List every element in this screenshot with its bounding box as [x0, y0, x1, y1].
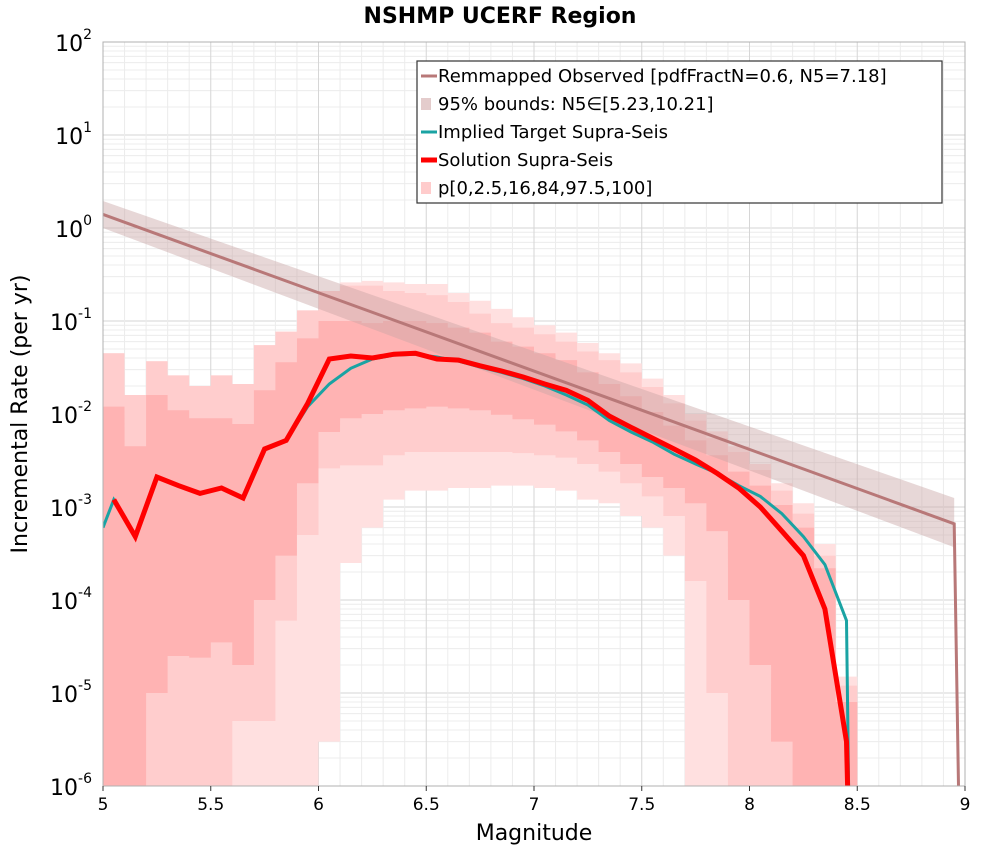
- legend-box: [416, 60, 943, 204]
- solution-line: [111, 350, 851, 786]
- observed-95-band: [103, 201, 955, 548]
- legend: Remmapped Observed [pdfFractN=0.6, N5=7.…: [416, 60, 943, 204]
- y-tick-label: 101: [55, 120, 92, 150]
- legend-label: Remmapped Observed [pdfFractN=0.6, N5=7.…: [438, 66, 887, 87]
- legend-label: Solution Supra-Seis: [438, 150, 613, 171]
- y-tick-label: 10-4: [50, 585, 92, 615]
- x-tick-label: 7: [529, 795, 540, 815]
- observed-line: [103, 212, 960, 786]
- legend-label: 95% bounds: N5∈[5.23,10.21]: [438, 94, 714, 115]
- x-tick-label: 9: [960, 795, 971, 815]
- x-tick-label: 8: [744, 795, 755, 815]
- x-tick-label: 5: [98, 795, 109, 815]
- y-tick-label: 10-3: [50, 492, 92, 522]
- y-axis-ticks: 10-6 10-5 10-4 10-3 10-2 10-1 100 101 102: [50, 27, 92, 801]
- y-tick-label: 10-6: [50, 771, 92, 801]
- y-tick-label: 10-1: [50, 306, 92, 336]
- legend-swatch: [421, 182, 431, 194]
- y-axis-label: Incremental Rate (per yr): [8, 275, 33, 554]
- series-lines: [103, 212, 960, 786]
- percentile-bands: [103, 201, 955, 786]
- legend-swatch: [421, 98, 431, 110]
- y-tick-label: 102: [55, 27, 92, 57]
- x-axis-ticks: 5 5.5 6 6.5 7 7.5 8 8.5 9: [98, 786, 971, 815]
- x-tick-label: 6.5: [413, 795, 440, 815]
- y-tick-label: 10-2: [50, 399, 92, 429]
- x-tick-label: 7.5: [628, 795, 655, 815]
- y-tick-label: 10-5: [50, 678, 92, 708]
- band-p16-p84: [103, 321, 858, 786]
- legend-label: Implied Target Supra-Seis: [438, 122, 668, 143]
- y-tick-label: 100: [55, 213, 92, 243]
- x-axis-label: Magnitude: [476, 821, 593, 846]
- x-tick-label: 8.5: [844, 795, 871, 815]
- chart-title: NSHMP UCERF Region: [364, 4, 637, 29]
- legend-label: p[0,2.5,16,84,97.5,100]: [438, 178, 652, 199]
- x-tick-label: 6: [313, 795, 324, 815]
- x-tick-label: 5.5: [197, 795, 224, 815]
